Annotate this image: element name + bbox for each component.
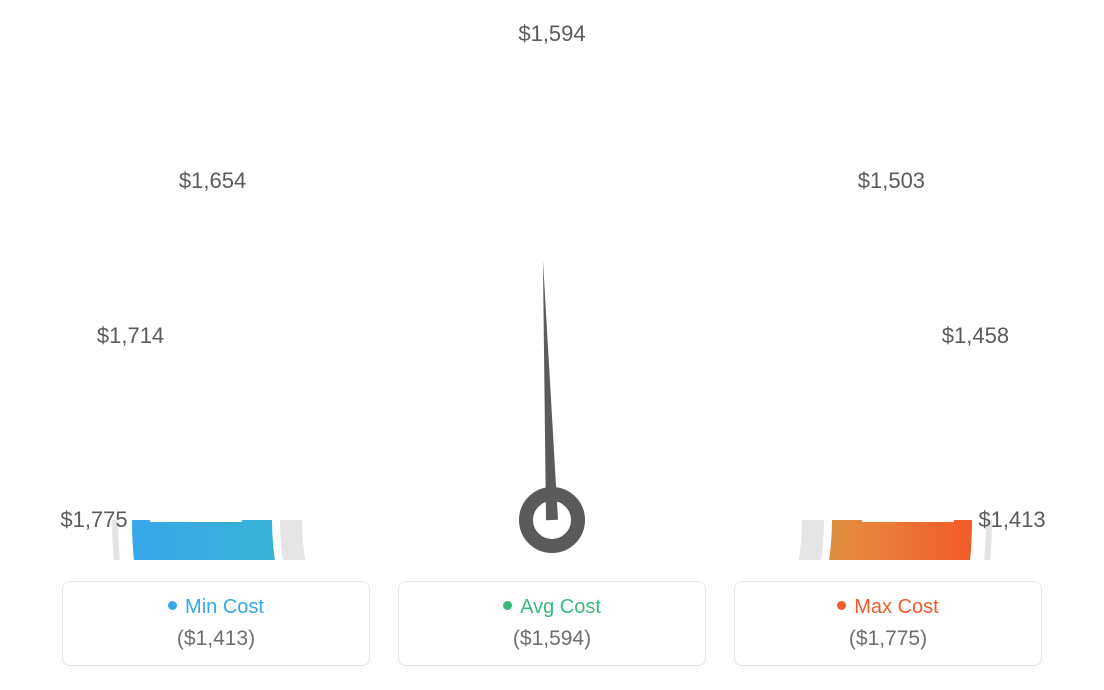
- tick-mark: [645, 132, 656, 173]
- tick-mark: [771, 236, 836, 301]
- legend-label-min: Min Cost: [185, 596, 264, 618]
- legend-label-max: Max Cost: [854, 596, 938, 618]
- tick-label: $1,594: [518, 21, 585, 47]
- legend-label-avg: Avg Cost: [520, 596, 601, 618]
- legend-value-min: ($1,413): [63, 627, 369, 651]
- dot-icon-max: [837, 601, 846, 610]
- dot-icon-min: [168, 601, 177, 610]
- needle: [543, 260, 558, 520]
- dot-icon-avg: [503, 601, 512, 610]
- tick-mark: [351, 172, 372, 208]
- tick-label: $1,714: [97, 323, 164, 349]
- tick-label: $1,775: [60, 507, 127, 533]
- tick-label: $1,413: [978, 507, 1045, 533]
- cost-gauge: [22, 20, 1082, 565]
- tick-label: $1,654: [179, 168, 246, 194]
- legend-card-min: Min Cost ($1,413): [62, 581, 370, 666]
- tick-label: $1,458: [942, 323, 1009, 349]
- tick-mark: [204, 319, 240, 340]
- legend-title-avg: Avg Cost: [399, 596, 705, 619]
- legend-value-avg: ($1,594): [399, 627, 705, 651]
- tick-label: $1,503: [858, 168, 925, 194]
- legend: Min Cost ($1,413) Avg Cost ($1,594) Max …: [62, 581, 1042, 666]
- tick-mark: [448, 132, 459, 173]
- tick-mark: [164, 416, 205, 427]
- tick-mark: [268, 236, 333, 301]
- tick-mark: [732, 172, 753, 208]
- legend-card-max: Max Cost ($1,775): [734, 581, 1042, 666]
- legend-title-max: Max Cost: [735, 596, 1041, 619]
- legend-value-max: ($1,775): [735, 627, 1041, 651]
- legend-card-avg: Avg Cost ($1,594): [398, 581, 706, 666]
- gauge-svg: [22, 20, 1082, 560]
- tick-mark: [900, 416, 941, 427]
- tick-mark: [864, 319, 900, 340]
- legend-title-min: Min Cost: [63, 596, 369, 619]
